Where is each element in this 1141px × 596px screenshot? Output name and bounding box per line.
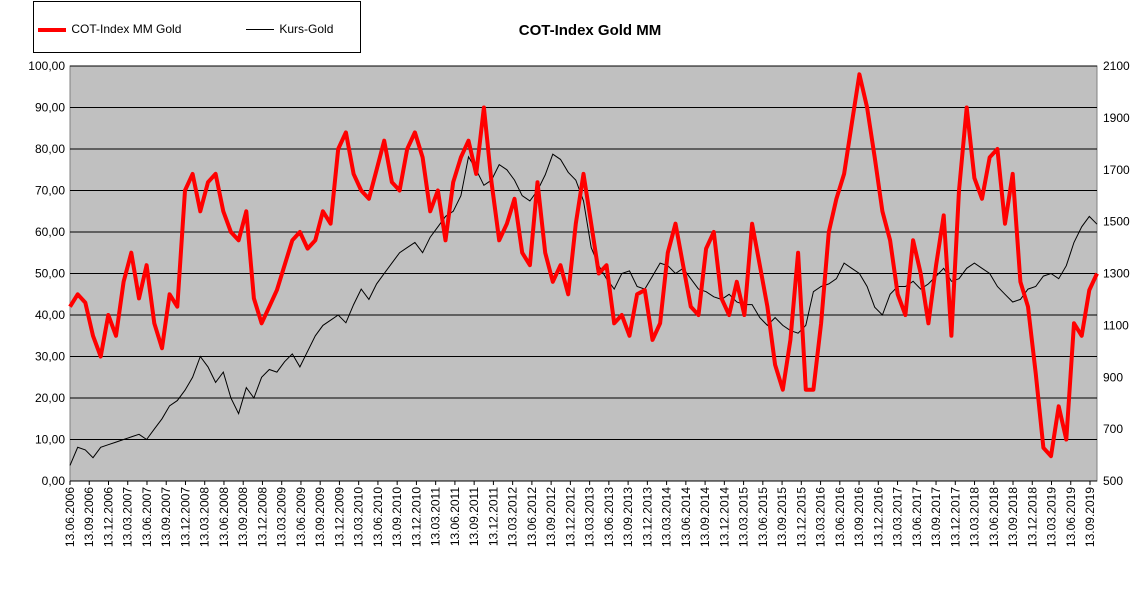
y-left-tick-label: 80,00 [35,142,65,156]
y-right-tick-label: 2100 [1103,59,1130,73]
x-tick-label: 13.03.2017 [891,487,905,547]
x-tick-label: 13.12.2013 [640,487,654,547]
x-tick-label: 13.12.2018 [1025,487,1039,547]
x-tick-label: 13.12.2012 [563,487,577,547]
x-tick-label: 13.03.2007 [121,487,135,547]
y-right-tick-label: 1100 [1103,318,1129,332]
x-tick-label: 13.03.2013 [583,487,597,547]
x-tick-label: 13.09.2018 [1006,487,1020,547]
legend-swatch-black [246,29,274,31]
y-left-tick-label: 70,00 [35,184,65,198]
legend-swatch-red [38,27,66,32]
y-right-tick-label: 1900 [1103,111,1130,125]
x-tick-label: 13.09.2016 [852,487,866,547]
x-tick-label: 13.09.2006 [82,487,96,547]
y-left-tick-label: 40,00 [35,308,65,322]
legend-label-cot: COT-Index MM Gold [71,22,182,36]
x-tick-label: 13.03.2010 [352,487,366,547]
y-right-tick-label: 1700 [1103,163,1130,177]
y-left-tick-label: 0,00 [42,474,66,488]
x-tick-label: 13.12.2016 [871,487,885,547]
x-tick-label: 13.06.2018 [987,487,1001,547]
x-tick-label: 13.06.2017 [910,487,924,547]
x-tick-label: 13.03.2012 [506,487,520,547]
x-tick-label: 13.12.2011 [486,487,500,546]
x-tick-label: 13.12.2014 [717,487,731,547]
x-tick-label: 13.06.2011 [448,487,462,546]
x-tick-label: 13.09.2008 [236,487,250,547]
x-tick-label: 13.03.2019 [1045,487,1059,547]
y-right-tick-label: 500 [1103,474,1123,488]
x-tick-label: 13.12.2010 [409,487,423,547]
x-tick-label: 13.06.2013 [602,487,616,547]
x-tick-label: 13.09.2012 [544,487,558,547]
y-left-tick-label: 20,00 [35,391,65,405]
y-right-tick-label: 700 [1103,422,1123,436]
y-left-tick-label: 50,00 [35,267,65,281]
y-left-tick-label: 10,00 [35,433,65,447]
x-tick-label: 13.06.2010 [371,487,385,547]
x-tick-label: 13.12.2017 [948,487,962,547]
x-tick-label: 13.12.2015 [794,487,808,547]
gridlines [70,65,1097,482]
x-tick-label: 13.12.2007 [178,487,192,547]
x-tick-label: 13.03.2011 [429,487,443,546]
x-tick-label: 13.03.2009 [275,487,289,547]
x-tick-label: 13.06.2015 [756,487,770,547]
x-tick-label: 13.09.2007 [159,487,173,547]
x-tick-label: 13.12.2009 [332,487,346,547]
x-tick-label: 13.03.2015 [737,487,751,547]
y-left-tick-label: 30,00 [35,350,65,364]
x-tick-label: 13.09.2009 [313,487,327,547]
legend-item-cot: COT-Index MM Gold [38,22,181,36]
x-tick-label: 13.06.2006 [63,487,77,547]
x-tick-label: 13.09.2019 [1083,487,1097,547]
x-tick-label: 13.03.2014 [660,487,674,547]
legend: COT-Index MM Gold Kurs-Gold [33,1,361,53]
x-tick-label: 13.06.2014 [679,487,693,547]
x-tick-label: 13.06.2009 [294,487,308,547]
y-right-tick-label: 900 [1103,370,1123,384]
x-tick-label: 13.09.2015 [775,487,789,547]
chart-title: COT-Index Gold MM [518,22,662,39]
legend-label-kurs: Kurs-Gold [279,22,334,36]
y-left-tick-label: 60,00 [35,225,65,239]
x-tick-label: 13.09.2017 [929,487,943,547]
x-axis-ticks: 13.06.2006 13.09.2006 13.12.2006 13.03.2007… [63,481,1097,547]
x-tick-label: 13.06.2016 [833,487,847,547]
x-tick-label: 13.03.2016 [814,487,828,547]
x-tick-label: 13.06.2007 [140,487,154,547]
y-right-tick-label: 1300 [1103,267,1130,281]
x-tick-label: 13.09.2010 [390,487,404,547]
y-left-tick-label: 90,00 [35,101,65,115]
x-tick-label: 13.03.2018 [968,487,982,547]
y-left-tick-label: 100,00 [28,59,65,73]
legend-item-kurs: Kurs-Gold [246,22,333,36]
x-tick-label: 13.03.2008 [198,487,212,547]
x-tick-label: 13.09.2013 [621,487,635,547]
series-line-kurs-gold [69,153,1098,466]
x-tick-label: 13.06.2012 [525,487,539,547]
x-tick-label: 13.09.2011 [467,487,481,546]
y-right-tick-label: 1500 [1103,215,1130,229]
right-axis-ticks: 500 700 900 1100 1300 1500 1700 1900 2100 [1103,59,1130,488]
x-tick-label: 13.06.2019 [1064,487,1078,547]
series-line-cot-index [68,72,1099,459]
left-axis-ticks: 0,00 10,00 20,00 30,00 40,00 50,00 60,00 70,00 8… [28,59,65,488]
x-tick-label: 13.12.2006 [101,487,115,547]
x-tick-label: 13.12.2008 [255,487,269,547]
x-tick-label: 13.09.2014 [698,487,712,547]
x-tick-label: 13.06.2008 [217,487,231,547]
